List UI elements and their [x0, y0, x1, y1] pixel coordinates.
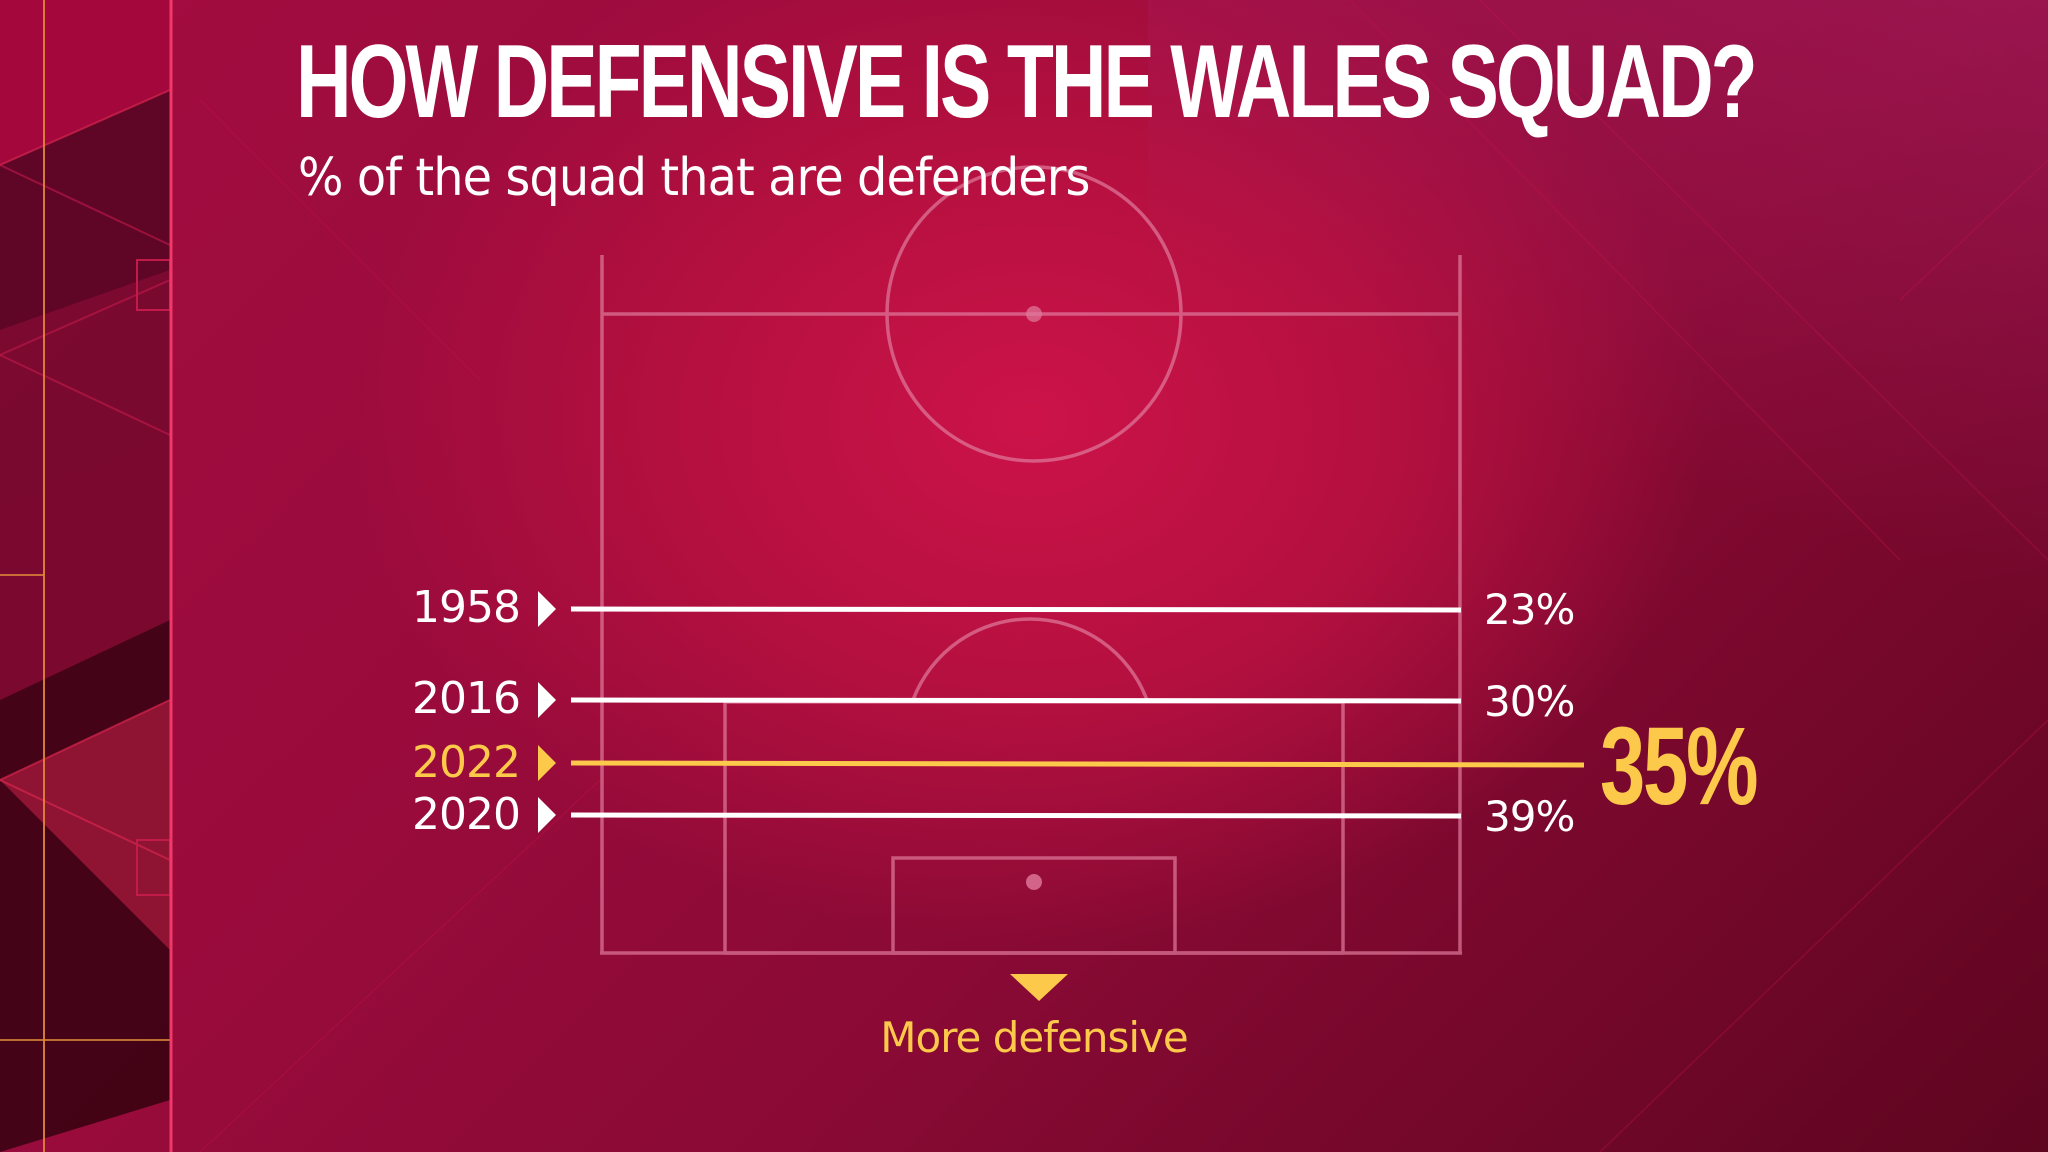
background-diamonds: [199, 0, 2048, 1152]
page-subtitle: % of the squad that are defenders: [298, 148, 1090, 208]
year-label-2016: 2016: [412, 673, 521, 724]
year-label-2022: 2022: [412, 737, 521, 788]
arrow-right-icon: [538, 745, 556, 781]
data-lines: [570, 606, 1585, 819]
page-title: HOW DEFENSIVE IS THE WALES SQUAD?: [296, 24, 1758, 140]
year-label-1958: 1958: [412, 582, 521, 633]
value-label-1958: 23%: [1484, 585, 1575, 634]
highlight-value-2022: 35%: [1600, 705, 1758, 828]
left-decor: [0, 0, 173, 1152]
background-glow: [1148, 0, 2048, 700]
triangle-down-icon: [1010, 974, 1068, 1001]
arrow-right-icon: [538, 797, 556, 833]
value-label-2020: 39%: [1484, 792, 1575, 841]
year-label-2020: 2020: [412, 789, 521, 840]
value-label-2016: 30%: [1484, 677, 1575, 726]
more-defensive-label: More defensive: [880, 1013, 1188, 1062]
arrow-right-icon: [538, 591, 556, 627]
row-arrows: [538, 591, 556, 833]
penalty-spot: [1026, 874, 1042, 890]
arrow-right-icon: [538, 682, 556, 718]
pitch-lines: [600, 165, 1462, 955]
centre-spot: [1026, 306, 1042, 322]
